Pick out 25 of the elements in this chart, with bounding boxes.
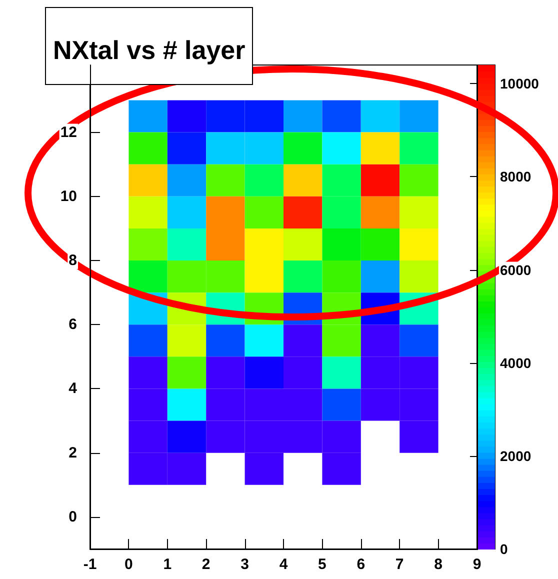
y-tick-label: 8 [68,252,77,270]
y-tick-label: 2 [68,444,77,462]
x-tick-label: 5 [318,556,326,573]
x-tick-label: 2 [202,556,210,573]
x-tick-label: 6 [356,556,366,573]
x-tick-label: 3 [240,556,249,573]
x-tick-label: 8 [434,556,442,573]
color-bar-label: 6000 [500,262,532,278]
x-tick-label: 1 [163,556,172,573]
x-tick-label: 4 [279,556,288,573]
y-tick-label: 4 [68,380,78,398]
color-bar-label: 4000 [500,354,532,371]
y-tick-label: 12 [60,124,77,141]
x-tick-label: 0 [124,556,133,573]
y-tick-label: 10 [60,188,77,205]
color-bar-label: 0 [500,541,508,557]
x-tick-label: 9 [472,556,482,573]
x-tick-label: -1 [83,556,97,573]
y-tick-label: 6 [68,316,77,334]
chart-title: NXtal vs # layer [53,35,246,65]
color-bar-label: 10000 [500,76,540,92]
color-bar-label: 8000 [500,168,532,185]
y-tick-label: 0 [68,508,77,526]
x-tick-label: 7 [395,556,404,573]
color-bar-label: 2000 [500,448,532,464]
